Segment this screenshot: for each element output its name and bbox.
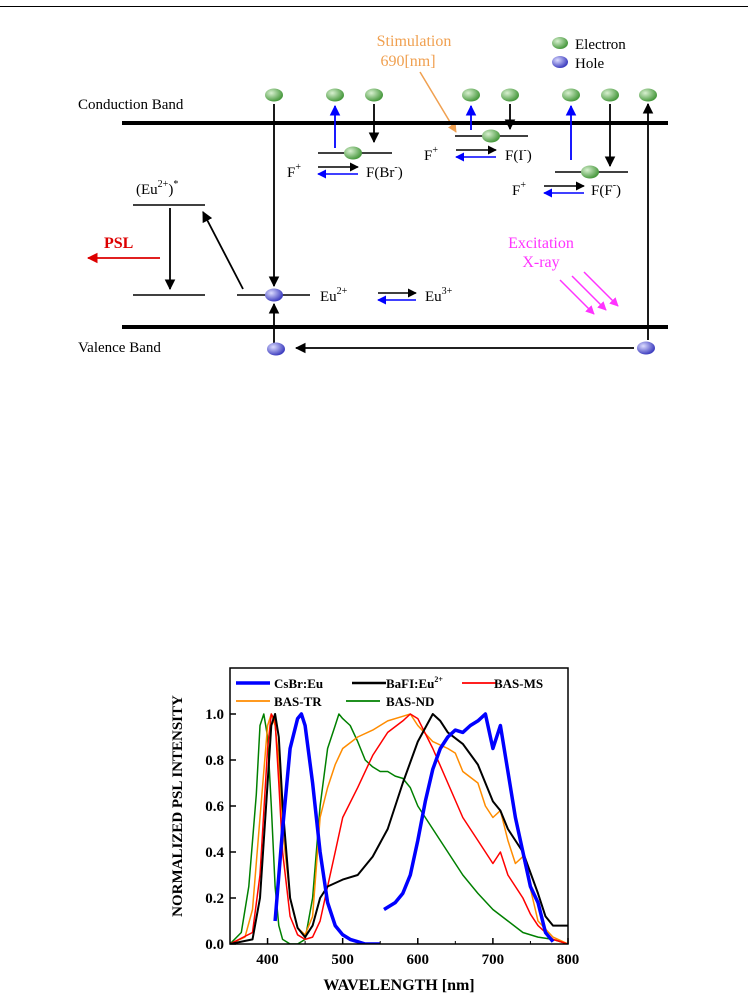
legend-electron-icon (552, 37, 568, 49)
y-axis-label: NORMALIZED PSL INTENSITY (170, 695, 186, 917)
stimulation-wavelength: 690[nm] (380, 53, 435, 70)
electron-icon (365, 88, 383, 102)
y-tick-label: 0.2 (205, 891, 224, 907)
series-line (230, 713, 568, 944)
conduction-band-label: Conduction Band (78, 97, 184, 113)
x-tick-label: 700 (482, 952, 505, 968)
electron-icon (639, 88, 657, 102)
series-line (230, 713, 568, 944)
y-tick-label: 0.0 (205, 937, 224, 953)
excitation-label: Excitation (508, 235, 574, 252)
f-plus-label: F+ (287, 162, 301, 181)
electron-icon (482, 129, 500, 143)
electron-icon (265, 88, 283, 102)
x-axis-label: WAVELENGTH [nm] (323, 977, 474, 994)
eu-excited-label: (Eu2+)* (136, 179, 178, 198)
electron-icon (462, 88, 480, 102)
header-rule (0, 6, 748, 7)
hole-icon (637, 341, 655, 355)
f-i-label: F(I-) (505, 145, 532, 164)
x-tick-label: 500 (331, 952, 354, 968)
psl-label: PSL (104, 235, 133, 252)
eu3-label: Eu3+ (425, 286, 453, 305)
f-f-label: F(F-) (591, 180, 621, 199)
series-line (273, 712, 381, 944)
xray-arrow (571, 275, 607, 311)
legend-label: BAS-ND (386, 694, 434, 709)
legend-label: CsBr:Eu (274, 676, 323, 691)
electron-icon (581, 165, 599, 179)
legend-label: BAS-MS (494, 676, 543, 691)
series-line (230, 713, 568, 944)
valence-band-line (122, 325, 668, 329)
stimulation-label: Stimulation (377, 33, 452, 50)
eu2-label: Eu2+ (320, 286, 348, 305)
legend-label: BAS-TR (274, 694, 322, 709)
y-tick-label: 0.8 (205, 753, 224, 769)
f-plus-label: F+ (424, 145, 438, 164)
x-tick-label: 400 (256, 952, 279, 968)
xray-label: X-ray (522, 254, 559, 271)
y-tick-label: 1.0 (205, 707, 224, 723)
x-tick-label: 600 (407, 952, 430, 968)
xray-arrow (583, 271, 619, 307)
legend-hole-label: Hole (575, 56, 605, 72)
hole-icon (265, 288, 283, 302)
legend-electron-label: Electron (575, 37, 626, 53)
legend-label: BaFI:Eu2+ (386, 675, 443, 691)
xray-arrow (559, 279, 595, 315)
hole-icon (267, 342, 285, 356)
f-plus-label: F+ (512, 180, 526, 199)
y-tick-label: 0.6 (205, 799, 224, 815)
series-line (383, 712, 555, 943)
electron-icon (344, 146, 362, 160)
excitation-transfer-arrow (202, 211, 244, 290)
conduction-band-line (122, 121, 668, 125)
y-tick-label: 0.4 (205, 845, 224, 861)
electron-icon (601, 88, 619, 102)
electron-icon (326, 88, 344, 102)
legend-hole-icon (552, 56, 568, 68)
valence-band-label: Valence Band (78, 340, 161, 356)
psl-mechanism-diagram: Electron Hole Stimulation 690[nm] Conduc… (78, 33, 668, 356)
f-br-label: F(Br-) (366, 162, 403, 181)
electron-icon (501, 88, 519, 102)
electron-icon (562, 88, 580, 102)
x-tick-label: 800 (557, 952, 580, 968)
psl-spectrum-chart: 400 500 600 700 800 0.0 0.2 0.4 0.6 0.8 1.0 NORMAL… (170, 667, 580, 994)
